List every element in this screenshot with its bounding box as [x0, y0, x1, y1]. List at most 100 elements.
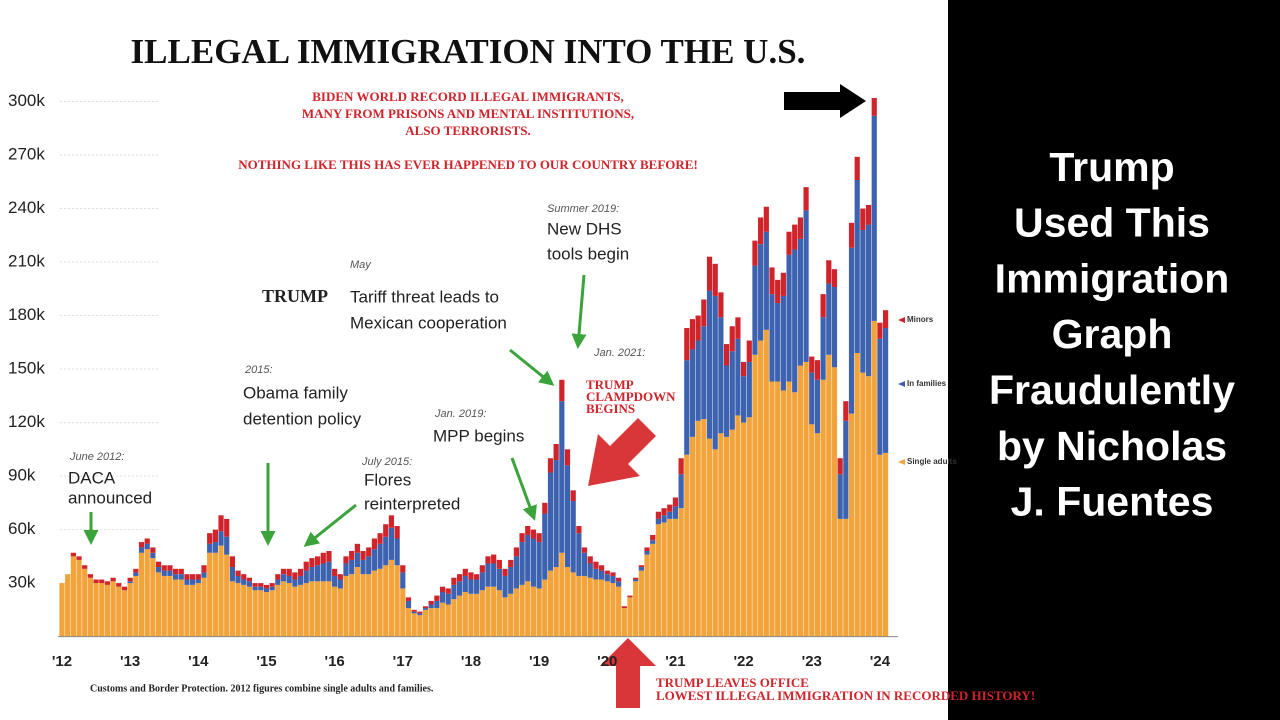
- bar-segment: [178, 574, 184, 580]
- side-text: Trump Used This Immigration Graph Fraudulent…: [989, 144, 1235, 525]
- bar-segment: [337, 574, 343, 580]
- bar-segment: [326, 561, 332, 582]
- bar-segment: [360, 550, 366, 560]
- bar-segment: [354, 552, 360, 568]
- side-line: Used This: [1014, 200, 1210, 246]
- bar-segment: [297, 575, 304, 585]
- bar-segment: [292, 586, 298, 637]
- bar-segment: [87, 574, 93, 578]
- bar-segment: [428, 608, 434, 637]
- bar-segment: [451, 584, 457, 600]
- bar-segment: [184, 574, 190, 580]
- bar-segment: [235, 575, 241, 584]
- bar-segment: [848, 413, 855, 637]
- bar-segment: [797, 217, 803, 239]
- bar-segment: [684, 360, 690, 455]
- bar-segment: [786, 381, 792, 637]
- bar-segment: [508, 567, 514, 594]
- bar-segment: [678, 458, 684, 475]
- bar-segment: [803, 361, 809, 637]
- bar-segment: [780, 390, 786, 637]
- bar-segment: [394, 526, 400, 539]
- bar-segment: [371, 538, 377, 550]
- annotation: MPP begins: [433, 426, 524, 445]
- bar-segment: [502, 597, 508, 637]
- bar-segment: [258, 586, 264, 591]
- bar-segment: [809, 356, 815, 373]
- bar-segment: [104, 581, 111, 585]
- legend: Single adults In families Minors: [898, 315, 957, 466]
- bar-segment: [576, 575, 582, 637]
- bar-segment: [877, 338, 883, 455]
- bar-segment: [439, 602, 446, 637]
- bar-segment: [76, 559, 82, 637]
- bar-segment: [803, 210, 809, 362]
- bar-segment: [547, 458, 554, 473]
- bar-segment: [769, 267, 775, 295]
- bar-segment: [451, 577, 457, 585]
- bar-segment: [758, 340, 764, 637]
- bar-segment: [110, 577, 116, 582]
- bar-segment: [76, 556, 82, 560]
- bar-segment: [530, 529, 537, 539]
- bar-segment: [173, 574, 179, 580]
- bar-segment: [178, 568, 184, 575]
- bar-segment: [610, 583, 616, 637]
- bar-segment: [337, 588, 343, 637]
- bar-segment: [491, 554, 497, 564]
- bar-segment: [388, 527, 395, 560]
- bar-segment: [292, 579, 298, 587]
- bar-segment: [87, 577, 93, 637]
- bar-segment: [831, 269, 838, 288]
- bar-segment: [599, 565, 605, 571]
- bar-segment: [883, 328, 889, 453]
- bar-segment: [315, 581, 321, 637]
- bar-segment: [502, 568, 508, 576]
- bar-segment: [831, 367, 838, 637]
- y-tick-label: 150k: [8, 359, 45, 378]
- bar-segment: [729, 429, 735, 637]
- bar-segment: [650, 540, 656, 544]
- bar-segment: [871, 97, 877, 116]
- bar-segment: [655, 518, 661, 525]
- bar-segment: [525, 526, 531, 535]
- bar-segment: [809, 372, 815, 425]
- x-tick-label: '23: [802, 653, 822, 670]
- bar-segment: [485, 586, 491, 637]
- bar-segment: [246, 586, 253, 637]
- bar-segment: [417, 615, 423, 637]
- bar-segment: [865, 376, 872, 637]
- bar-segment: [865, 224, 872, 377]
- bar-segment: [303, 583, 309, 637]
- bar-segment: [275, 584, 281, 637]
- bar-segment: [275, 574, 281, 580]
- bar-segment: [411, 611, 417, 614]
- bar-segment: [405, 597, 412, 601]
- bar-segment: [650, 543, 656, 637]
- bar-segment: [133, 568, 139, 573]
- bar-segment: [553, 443, 559, 461]
- bar-segment: [263, 588, 270, 593]
- bar-segment: [536, 542, 542, 589]
- bar-segment: [280, 581, 287, 637]
- legend-swatch: [898, 459, 905, 465]
- bar-segment: [434, 595, 440, 601]
- bar-segment: [718, 433, 724, 637]
- bar-segment: [343, 575, 349, 637]
- bar-segment: [655, 524, 661, 637]
- bar-segment: [445, 604, 451, 637]
- headline: ALSO TERRORISTS.: [405, 123, 530, 138]
- bar-segment: [422, 609, 429, 637]
- bar-segment: [547, 472, 554, 571]
- bar-segment: [746, 340, 752, 362]
- bar-segment: [723, 365, 730, 437]
- bar-segment: [883, 310, 889, 329]
- bar-segment: [581, 575, 588, 637]
- side-line: Fraudulently: [989, 367, 1235, 413]
- x-tick-label: '18: [461, 653, 481, 670]
- bar-segment: [258, 583, 264, 587]
- legend-swatch: [898, 381, 905, 387]
- bar-segment: [752, 265, 758, 355]
- bar-segment: [593, 568, 599, 580]
- bar-segment: [462, 568, 468, 576]
